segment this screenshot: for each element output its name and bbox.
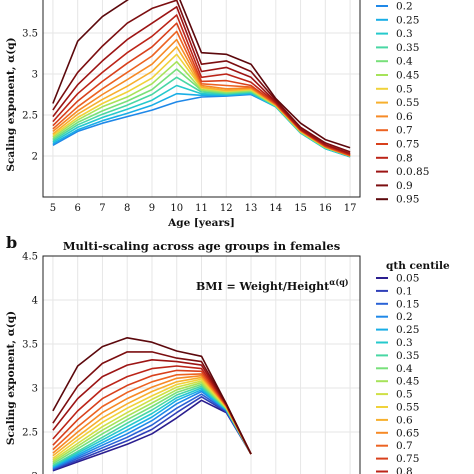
legend-label-b: 0.35 (396, 350, 419, 362)
legend-label-b: 0.15 (396, 298, 419, 310)
legend-label-a: 0.9 (396, 180, 413, 192)
legend-label-b: 0.25 (396, 324, 419, 336)
y-axis-label-a: Scaling exponent, α(q) (5, 37, 17, 171)
chart-title-b: Multi-scaling across age groups in femal… (63, 239, 340, 253)
legend-label-a: 0.2 (396, 1, 413, 13)
legend-b: 0.050.10.150.20.250.30.350.40.450.50.550… (376, 273, 419, 474)
x-tick-label-a: 13 (245, 203, 258, 214)
panel-b: b Multi-scaling across age groups in fem… (5, 233, 450, 474)
legend-label-b: 0.75 (396, 453, 419, 465)
y-tick-label-a: 3 (32, 70, 38, 81)
x-tick-label-a: 12 (220, 203, 233, 214)
y-tick-labels-b: 2 2.5 3 3.5 4 4.5 (22, 252, 38, 474)
legend-label-a: 0.7 (396, 125, 413, 137)
x-tick-label-a: 7 (99, 203, 105, 214)
y-tick-label-a: 2 (32, 152, 38, 163)
legend-label-b: 0.65 (396, 427, 419, 439)
bmi-annotation-exponent: α(q) (329, 277, 349, 287)
x-tick-label-a: 17 (344, 203, 357, 214)
series-line-b (52, 336, 252, 455)
x-tick-label-a: 8 (124, 203, 130, 214)
legend-label-b: 0.55 (396, 402, 419, 414)
x-tick-label-a: 10 (170, 203, 183, 214)
series-line-a (52, 0, 351, 149)
y-tick-label-a: 3.5 (22, 29, 38, 40)
series-line-a (52, 6, 351, 155)
y-tick-label-b: 2 (32, 472, 38, 474)
series-lines-b (52, 336, 252, 472)
legend-label-a: 0.0.85 (396, 166, 429, 178)
series-line-b (52, 395, 252, 471)
legend-label-a: 0.35 (396, 42, 419, 54)
legend-title-b: qth centile (386, 260, 450, 272)
series-line-b (52, 351, 252, 455)
legend-label-b: 0.7 (396, 440, 413, 452)
x-tick-label-a: 14 (269, 203, 282, 214)
x-tick-label-a: 15 (294, 203, 307, 214)
panel-a: 2 2.5 3 3.5 5 6 7 8 9 10 11 12 13 14 15 16 17 Age [year… (5, 0, 429, 229)
series-line-b (52, 393, 252, 470)
legend-label-a: 0.8 (396, 152, 413, 164)
grid-a (43, 0, 360, 197)
legend-label-b: 0.8 (396, 466, 413, 474)
plot-frame-b (42, 255, 361, 474)
x-axis-label-a: Age [years] (167, 217, 235, 229)
y-tick-label-b: 3.5 (22, 340, 38, 351)
series-line-b (52, 399, 252, 472)
series-line-b (52, 388, 252, 468)
legend-label-a: 0.3 (396, 28, 413, 40)
legend-label-a: 0.55 (396, 97, 419, 109)
y-tick-label-b: 2.5 (22, 428, 38, 439)
series-lines-a (52, 0, 351, 158)
bmi-annotation: BMI = Weight/Heightα(q) (196, 277, 349, 293)
legend-label-b: 0.1 (396, 285, 413, 297)
series-line-b (52, 385, 252, 467)
legend-label-a: 0.6 (396, 111, 413, 123)
legend-label-a: 0.95 (396, 194, 419, 206)
legend-label-b: 0.5 (396, 389, 413, 401)
legend-label-b: 0.6 (396, 414, 413, 426)
legend-label-a: 0.75 (396, 139, 419, 151)
legend-label-a: 0.5 (396, 83, 413, 95)
y-tick-label-a: 2.5 (22, 111, 38, 122)
legend-label-a: 0.45 (396, 70, 419, 82)
legend-label-b: 0.3 (396, 337, 413, 349)
legend-label-b: 0.4 (396, 363, 413, 375)
series-line-b (52, 358, 252, 455)
y-tick-label-b: 4.5 (22, 252, 38, 263)
plot-frame-a (42, 0, 361, 198)
legend-label-b: 0.2 (396, 311, 413, 323)
y-axis-label-b: Scaling exponent, α(q) (5, 311, 17, 445)
x-tick-label-a: 5 (50, 203, 56, 214)
legend-label-b: 0.45 (396, 376, 419, 388)
legend-label-a: 0.4 (396, 56, 413, 68)
panel-label-b: b (6, 233, 17, 252)
x-tick-label-a: 11 (195, 203, 208, 214)
x-tick-label-a: 9 (149, 203, 155, 214)
y-tick-label-b: 4 (32, 296, 38, 307)
legend-a: 0.20.250.30.350.40.450.50.550.60.70.750.… (376, 1, 429, 206)
x-tick-label-a: 6 (74, 203, 80, 214)
y-tick-label-b: 3 (32, 384, 38, 395)
x-tick-label-a: 16 (319, 203, 332, 214)
x-tick-labels-a: 5 6 7 8 9 10 11 12 13 14 15 16 17 (50, 203, 357, 214)
legend-label-b: 0.05 (396, 273, 419, 285)
series-line-a (52, 0, 351, 153)
series-line-b (52, 369, 252, 455)
y-tick-labels-a: 2 2.5 3 3.5 (22, 29, 38, 163)
legend-label-a: 0.25 (396, 14, 419, 26)
bmi-annotation-base: BMI = Weight/Height (196, 280, 330, 293)
